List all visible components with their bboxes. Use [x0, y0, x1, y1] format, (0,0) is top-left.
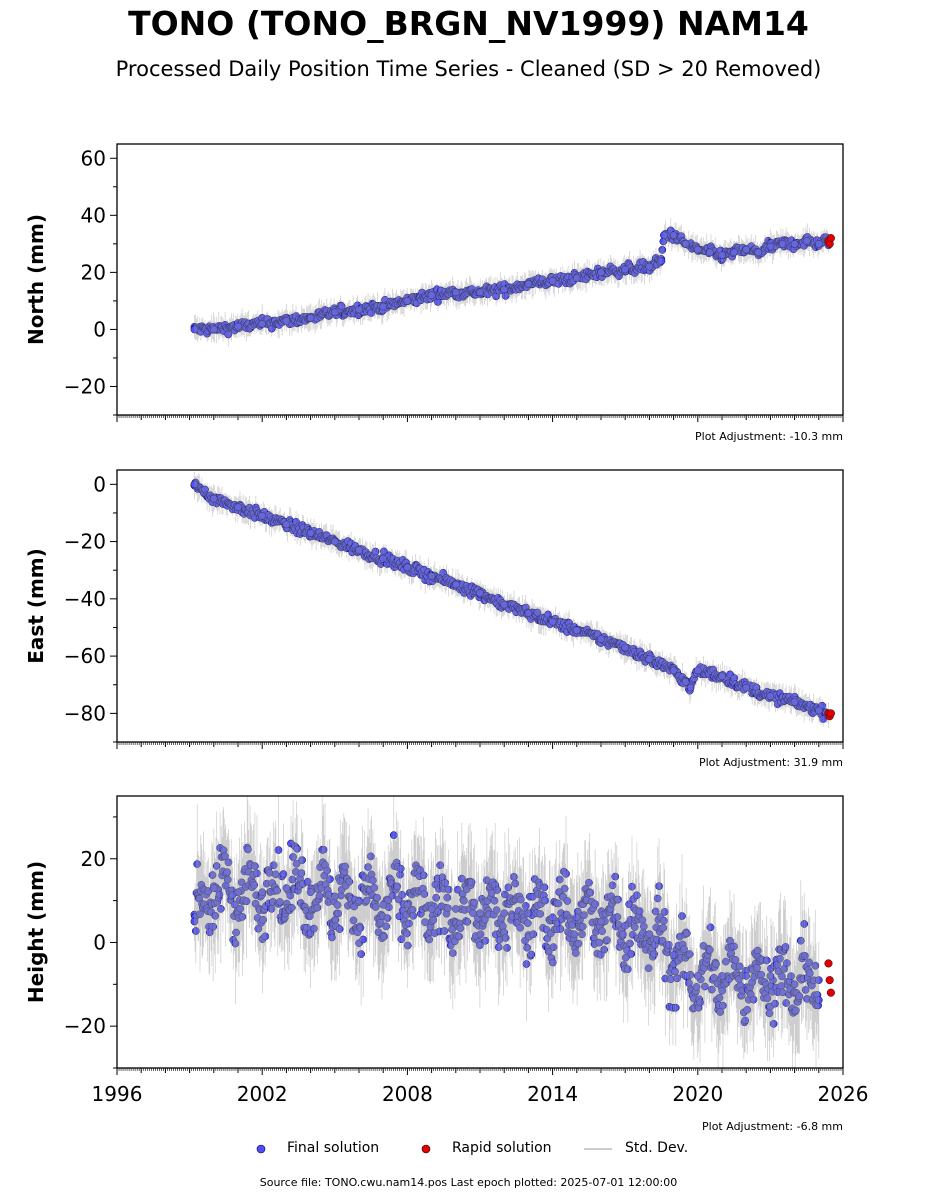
final-points-1	[190, 478, 833, 723]
panel-2: −20 0 20 1996 2002 2008 2014 2020 2026 Height (mm…	[24, 795, 869, 1133]
final-point	[778, 239, 787, 248]
final-point	[742, 245, 751, 254]
x-tick-label: 1996	[92, 1082, 143, 1106]
plot-adjustment-label: Plot Adjustment: 31.9 mm	[699, 756, 843, 769]
y-tick-label: −20	[64, 530, 106, 554]
y-axis-label: Height (mm)	[24, 861, 48, 1003]
rapid-point	[825, 976, 834, 985]
final-point	[548, 277, 557, 285]
plot-adjustment-label: Plot Adjustment: -10.3 mm	[695, 430, 843, 443]
chart-subtitle: Processed Daily Position Time Series - C…	[115, 57, 822, 81]
std-dev-lines-0	[194, 217, 829, 347]
final-point	[621, 265, 630, 274]
legend: Final solution Rapid solution Std. Dev.	[0, 1138, 937, 1158]
y-tick-label: 60	[81, 146, 106, 170]
y-tick-label: 20	[81, 847, 106, 871]
final-point	[730, 248, 738, 257]
std-dev-lines-2	[194, 796, 820, 1068]
final-point	[403, 297, 412, 305]
x-tick-label: 2008	[382, 1082, 433, 1106]
final-point	[693, 245, 702, 254]
x-tick-label: 2020	[672, 1082, 723, 1106]
rapid-point	[826, 234, 835, 243]
legend-final-label: Final solution	[287, 1140, 380, 1156]
y-tick-label: 0	[93, 317, 106, 341]
panel-1: −80 −60 −40 −20 0 East (mm) Plot Adjustment: 3…	[24, 469, 844, 769]
y-tick-label: 0	[93, 472, 106, 496]
final-point	[258, 319, 267, 328]
final-point	[524, 279, 533, 288]
final-point	[572, 274, 581, 282]
y-tick-label: −80	[64, 701, 106, 725]
final-marker-icon	[256, 1144, 266, 1154]
x-tick-label: 2014	[527, 1082, 578, 1106]
final-points-0	[190, 226, 833, 339]
y-tick-label: 20	[81, 260, 106, 284]
panel-0: −20 0 20 40 60 North (mm) Plot Adjustment: -10…	[24, 143, 844, 443]
rapid-point	[826, 709, 835, 718]
final-point	[282, 317, 291, 325]
final-point	[681, 239, 690, 248]
y-tick-label: −20	[64, 1014, 106, 1038]
y-tick-label: −20	[64, 374, 106, 398]
rapid-point	[826, 988, 835, 997]
y-axis-label: East (mm)	[24, 548, 48, 664]
rapid-points-0	[824, 234, 835, 248]
y-axis-label: North (mm)	[24, 214, 48, 345]
plot-area-0	[190, 217, 835, 347]
final-point	[669, 231, 678, 240]
final-point	[660, 231, 668, 240]
final-point	[718, 251, 726, 260]
final-point	[427, 291, 436, 300]
final-point	[330, 308, 339, 317]
final-point	[533, 608, 542, 617]
final-point	[355, 305, 363, 314]
rapid-points-2	[824, 959, 835, 997]
final-point	[658, 245, 667, 254]
final-point	[645, 262, 654, 271]
final-point	[451, 288, 460, 297]
rapid-point	[824, 959, 833, 968]
final-point	[209, 325, 218, 334]
legend-rapid-label: Rapid solution	[452, 1140, 552, 1156]
y-tick-label: 40	[81, 203, 106, 227]
chart-title: TONO (TONO_BRGN_NV1999) NAM14	[128, 4, 809, 43]
x-tick-label: 2026	[818, 1082, 869, 1106]
y-tick-label: 0	[93, 930, 106, 954]
final-point	[706, 248, 714, 257]
final-point	[790, 239, 799, 248]
final-point	[379, 302, 388, 311]
final-point	[766, 242, 775, 251]
final-point	[814, 239, 823, 248]
final-point	[500, 285, 509, 294]
rapid-marker-icon	[421, 1144, 431, 1154]
x-tick-label: 2002	[237, 1082, 288, 1106]
y-tick-label: −60	[64, 644, 106, 668]
final-point	[190, 325, 199, 334]
plot-adjustment-label: Plot Adjustment: -6.8 mm	[702, 1120, 843, 1133]
y-tick-label: −40	[64, 587, 106, 611]
final-point	[597, 268, 605, 277]
legend-std-label: Std. Dev.	[625, 1140, 689, 1156]
plot-area-1	[190, 471, 835, 729]
final-point	[802, 237, 811, 245]
std-line-icon	[584, 1148, 612, 1150]
plot-area-2	[190, 796, 835, 1068]
final-point	[657, 257, 666, 265]
final-point	[476, 288, 484, 297]
final-point	[754, 248, 763, 257]
source-footer: Source file: TONO.cwu.nam14.pos Last epo…	[259, 1176, 678, 1189]
final-point	[337, 302, 346, 310]
final-point	[234, 322, 242, 331]
final-point	[306, 314, 315, 322]
